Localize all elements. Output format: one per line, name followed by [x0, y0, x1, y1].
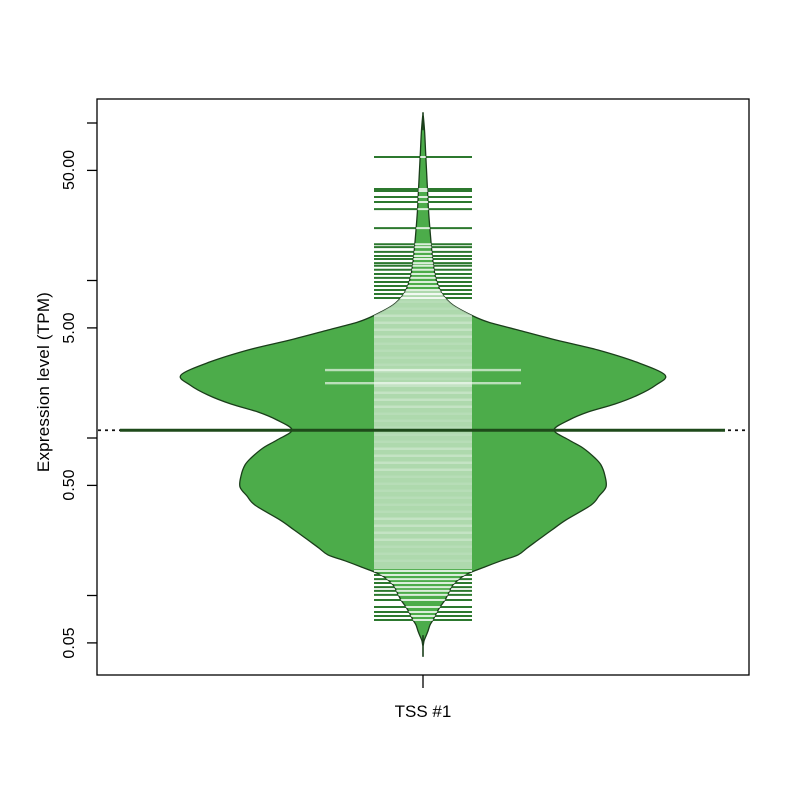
y-axis-title: Expression level (TPM) — [34, 291, 53, 473]
y-tick-label-50: 50.00 — [61, 149, 78, 191]
y-tick-label-0-05: 0.05 — [61, 627, 78, 659]
y-tick-label-0-50: 0.50 — [61, 469, 78, 501]
x-category-label: TSS #1 — [394, 702, 452, 721]
y-tick-label-5: 5.00 — [61, 312, 78, 344]
